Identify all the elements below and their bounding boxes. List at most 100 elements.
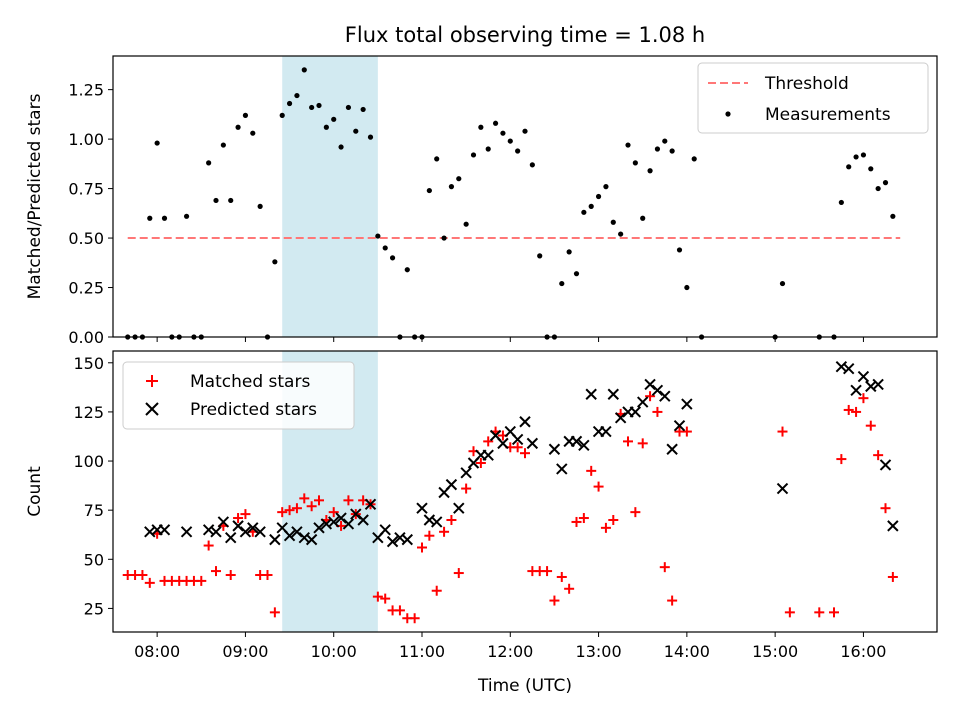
- legend-matched-label: Matched stars: [190, 372, 310, 392]
- matched-star-point: [777, 426, 788, 437]
- predicted-star-point: [607, 388, 619, 400]
- measurement-point: [625, 142, 631, 148]
- predicted-star-point: [629, 406, 642, 418]
- bottom-panel: 25 50 75 100 125 150 08:00 09:00 10:00 11:00 12:00…: [25, 350, 938, 661]
- y-tick-label: 0.50: [68, 229, 104, 248]
- predicted-x-b: [144, 526, 156, 538]
- predicted-x-b: [629, 406, 642, 418]
- predicted-x-b: [504, 425, 516, 438]
- predicted-x-b: [217, 516, 230, 528]
- matched-star-point: [240, 509, 251, 520]
- measurement-point: [206, 160, 212, 166]
- measurement-point: [684, 284, 690, 291]
- predicted-x-b: [776, 482, 789, 495]
- legend-predicted-swatch-b: [145, 402, 159, 416]
- predicted-star-point: [180, 526, 193, 538]
- matched-star-point: [564, 583, 575, 594]
- predicted-x-b: [850, 384, 862, 397]
- measurement-point: [566, 249, 572, 255]
- predicted-star-point: [585, 388, 597, 400]
- matched-star-point: [652, 406, 663, 417]
- measurement-point: [404, 267, 410, 273]
- predicted-star-point: [364, 498, 377, 510]
- measurement-point: [426, 187, 432, 194]
- matched-star-point: [262, 570, 273, 581]
- predicted-star-point: [305, 533, 318, 546]
- legend-predicted-label: Predicted stars: [190, 400, 317, 420]
- measurement-point: [478, 124, 484, 130]
- predicted-x-b: [548, 443, 561, 455]
- predicted-x-b: [600, 425, 612, 438]
- measurement-point: [367, 134, 374, 140]
- predicted-x-b: [269, 533, 281, 546]
- predicted-x-b: [556, 463, 568, 475]
- measurement-point: [515, 148, 521, 154]
- matched-star-point: [784, 607, 795, 618]
- matched-star-point: [586, 465, 597, 476]
- measurement-point: [868, 166, 874, 172]
- matched-star-point: [343, 495, 354, 506]
- measurement-point: [375, 233, 381, 239]
- predicted-star-point: [511, 433, 524, 446]
- matched-star-point: [851, 406, 862, 417]
- matched-star-point: [608, 514, 619, 525]
- predicted-x-b: [585, 388, 597, 400]
- measurement-point: [463, 221, 469, 227]
- predicted-star-point: [431, 516, 443, 528]
- matched-star-point: [873, 450, 884, 461]
- predicted-star-point: [232, 520, 244, 532]
- matched-star-point: [380, 593, 391, 604]
- matched-star-point: [299, 493, 310, 504]
- predicted-star-point: [401, 533, 413, 546]
- measurement-point: [279, 112, 285, 118]
- predicted-star-point: [313, 522, 325, 534]
- matched-star-point: [578, 513, 589, 524]
- matched-star-point: [681, 426, 692, 437]
- measurement-point: [779, 280, 786, 287]
- measurement-point: [507, 138, 513, 144]
- predicted-x-b: [225, 531, 237, 544]
- measurement-point: [360, 106, 366, 113]
- matched-star-point: [424, 530, 435, 541]
- measurement-point: [846, 164, 852, 170]
- predicted-x-b: [526, 437, 539, 450]
- matched-star-point: [549, 595, 560, 606]
- predicted-x-b: [673, 419, 686, 432]
- y-tick-label: 100: [73, 452, 104, 471]
- legend: Matched stars Predicted stars: [122, 361, 355, 430]
- y-axis-label: Matched/Predicted stars: [25, 93, 45, 299]
- predicted-x-b: [879, 459, 892, 471]
- measurement-point: [632, 160, 638, 166]
- measurement-point: [470, 152, 477, 158]
- matched-star-point: [542, 566, 553, 577]
- measurement-point: [691, 156, 697, 162]
- predicted-x-b: [666, 443, 678, 455]
- measurement-point: [161, 215, 168, 221]
- predicted-x-b: [887, 520, 899, 532]
- measurement-point: [595, 193, 602, 200]
- predicted-star-point: [453, 502, 465, 514]
- predicted-x-b: [453, 502, 465, 514]
- predicted-star-point: [843, 362, 855, 375]
- predicted-x-b: [651, 384, 664, 397]
- highlight-band: [282, 56, 378, 337]
- predicted-star-point: [357, 514, 369, 526]
- matched-star-point: [512, 442, 523, 453]
- measurement-point: [353, 128, 359, 134]
- x-axis-label: Time (UTC): [477, 676, 572, 696]
- measurement-point: [309, 104, 315, 111]
- measurement-point: [669, 148, 675, 154]
- predicted-x-b: [445, 478, 458, 491]
- legend: Threshold Measurements: [697, 62, 929, 134]
- predicted-x-b: [232, 520, 244, 532]
- predicted-star-point: [144, 526, 156, 538]
- matched-star-point: [461, 483, 472, 494]
- measurement-point: [860, 152, 867, 158]
- y-tick-label: 25: [84, 599, 104, 618]
- predicted-x-b: [659, 390, 671, 402]
- predicted-x-b: [578, 439, 590, 452]
- predicted-x-b: [328, 516, 340, 528]
- predicted-star-point: [637, 396, 649, 408]
- measurement-point: [228, 197, 234, 204]
- matched-star-point: [880, 503, 891, 514]
